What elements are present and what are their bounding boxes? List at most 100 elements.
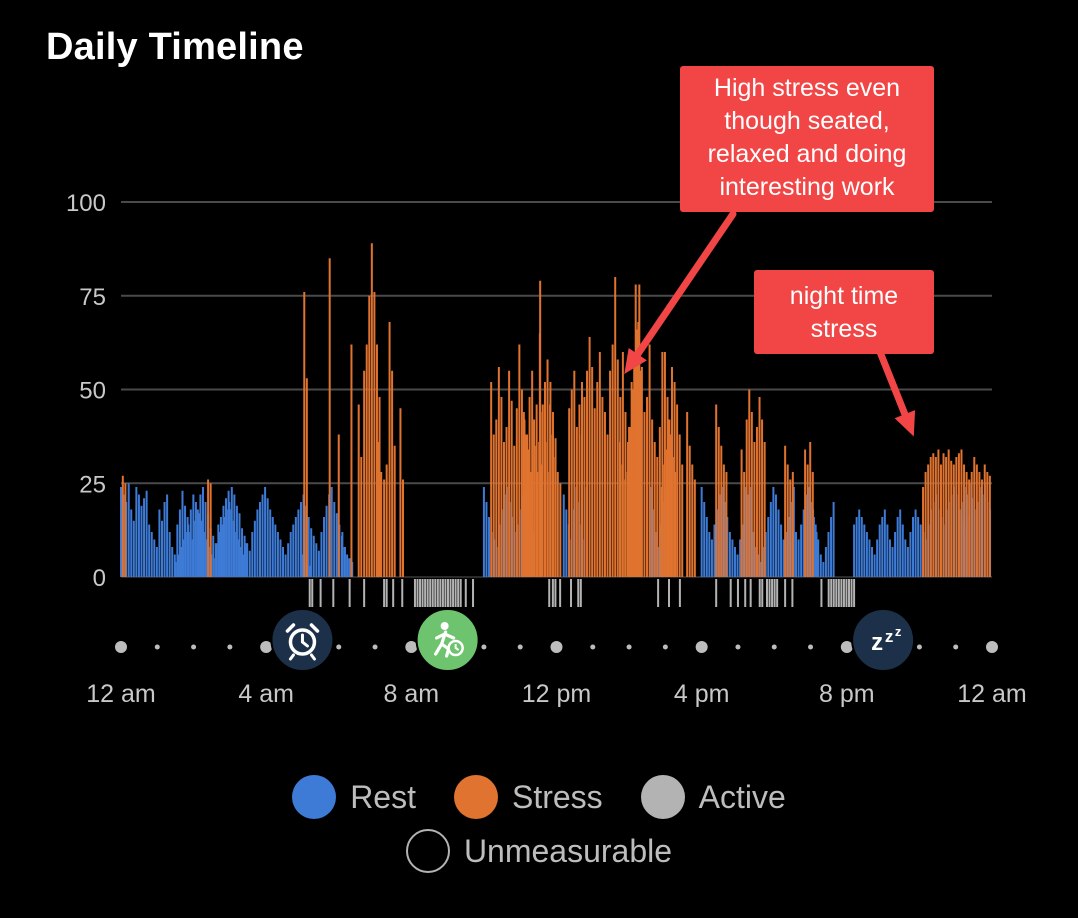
stress-bar [393, 445, 396, 577]
stress-bar [691, 464, 694, 577]
active-tick [715, 579, 718, 607]
rest-bar [764, 532, 767, 577]
active-tick [308, 579, 311, 607]
stress-bar [965, 472, 968, 577]
rest-bar [485, 502, 488, 577]
stress-bar [497, 367, 500, 577]
rest-bar [733, 547, 736, 577]
rest-bar [814, 524, 817, 577]
rest-bar [181, 490, 184, 577]
active-tick [832, 579, 835, 607]
rest-bar [320, 532, 323, 577]
rest-bar [301, 554, 304, 577]
rest-bar [330, 487, 333, 577]
stress-bar [556, 472, 559, 577]
page-title: Daily Timeline [46, 26, 304, 68]
rest-bar [264, 487, 267, 577]
stress-bar [927, 464, 930, 577]
active-tick [842, 579, 845, 607]
stress-bar [637, 322, 640, 577]
rest-bar [894, 532, 897, 577]
rest-bar [269, 509, 272, 577]
timeline-major-dot [260, 641, 273, 653]
stress-bar [337, 434, 340, 577]
stress-bar [385, 464, 388, 577]
stress-bar [596, 382, 599, 577]
active-tick [444, 579, 447, 607]
stress-bar [510, 400, 513, 577]
stress-bar [651, 419, 654, 577]
rest-bar [200, 520, 203, 577]
x-tick-label: 12 pm [522, 680, 591, 708]
active-tick [441, 579, 444, 607]
alarm-clock-icon [270, 608, 335, 672]
stress-bar [686, 412, 689, 577]
rest-bar [184, 532, 187, 577]
timeline-major-dot [550, 641, 563, 653]
active-tick [577, 579, 580, 607]
stress-bar [633, 352, 636, 577]
rest-bar [205, 539, 208, 577]
stress-bar [937, 449, 940, 577]
rest-bar [657, 547, 660, 577]
rest-bar [309, 565, 312, 577]
rest-bar [904, 539, 907, 577]
rest-bar [228, 502, 231, 577]
stress-bar [573, 370, 576, 577]
rest-bar [176, 554, 179, 577]
rest-bar [751, 532, 754, 577]
stress-bar [495, 419, 498, 577]
stress-bar [750, 412, 753, 577]
rest-bar [225, 509, 228, 577]
active-tick [765, 579, 768, 607]
rest-bar [282, 547, 285, 577]
stress-bar [598, 352, 601, 577]
active-tick [392, 579, 395, 607]
stress-bar [646, 397, 649, 577]
stress-bar [492, 434, 495, 577]
active-tick [311, 579, 314, 607]
legend-swatch-stress [453, 775, 498, 819]
stress-bar [365, 344, 368, 577]
alarm-clock-face [288, 628, 317, 656]
active-tick [744, 579, 747, 607]
rest-bar [754, 547, 757, 577]
rest-bar [287, 543, 290, 577]
stress-bar [549, 382, 552, 577]
alarm-clock-bells [285, 623, 320, 633]
active-tick [429, 579, 432, 607]
active-tick [771, 579, 774, 607]
stress-bar [375, 344, 378, 577]
stress-bar [952, 464, 955, 577]
rest-bar [312, 535, 315, 577]
legend-swatch-unmeasurable [405, 829, 450, 873]
stress-bar [924, 472, 927, 577]
stress-bar [678, 434, 681, 577]
stress-bar [653, 442, 656, 577]
stress-bar [370, 243, 373, 577]
rest-bar [150, 532, 153, 577]
rest-bar [158, 509, 161, 577]
active-tick [454, 579, 457, 607]
stress-bar [578, 404, 581, 577]
legend-label-active: Active [698, 778, 786, 815]
legend-item-active: Active [640, 775, 786, 819]
stress-bar [541, 404, 544, 577]
stress-bar [402, 479, 405, 577]
rest-bar [891, 547, 894, 577]
rest-bar [189, 509, 192, 577]
rest-bar [217, 532, 220, 577]
legend-item-stress: Stress [453, 775, 603, 819]
rest-bar [873, 554, 876, 577]
rest-bar [774, 494, 777, 577]
stress-bar [601, 397, 604, 577]
rest-bar [802, 509, 805, 577]
stress-bar [957, 453, 960, 577]
stress-bar [580, 434, 583, 577]
active-tick [736, 579, 739, 607]
stress-bar [670, 367, 673, 577]
rest-bar [297, 509, 300, 577]
rest-bar [197, 513, 200, 577]
running-timer-icon-bg [415, 608, 480, 672]
rest-bar [731, 539, 734, 577]
